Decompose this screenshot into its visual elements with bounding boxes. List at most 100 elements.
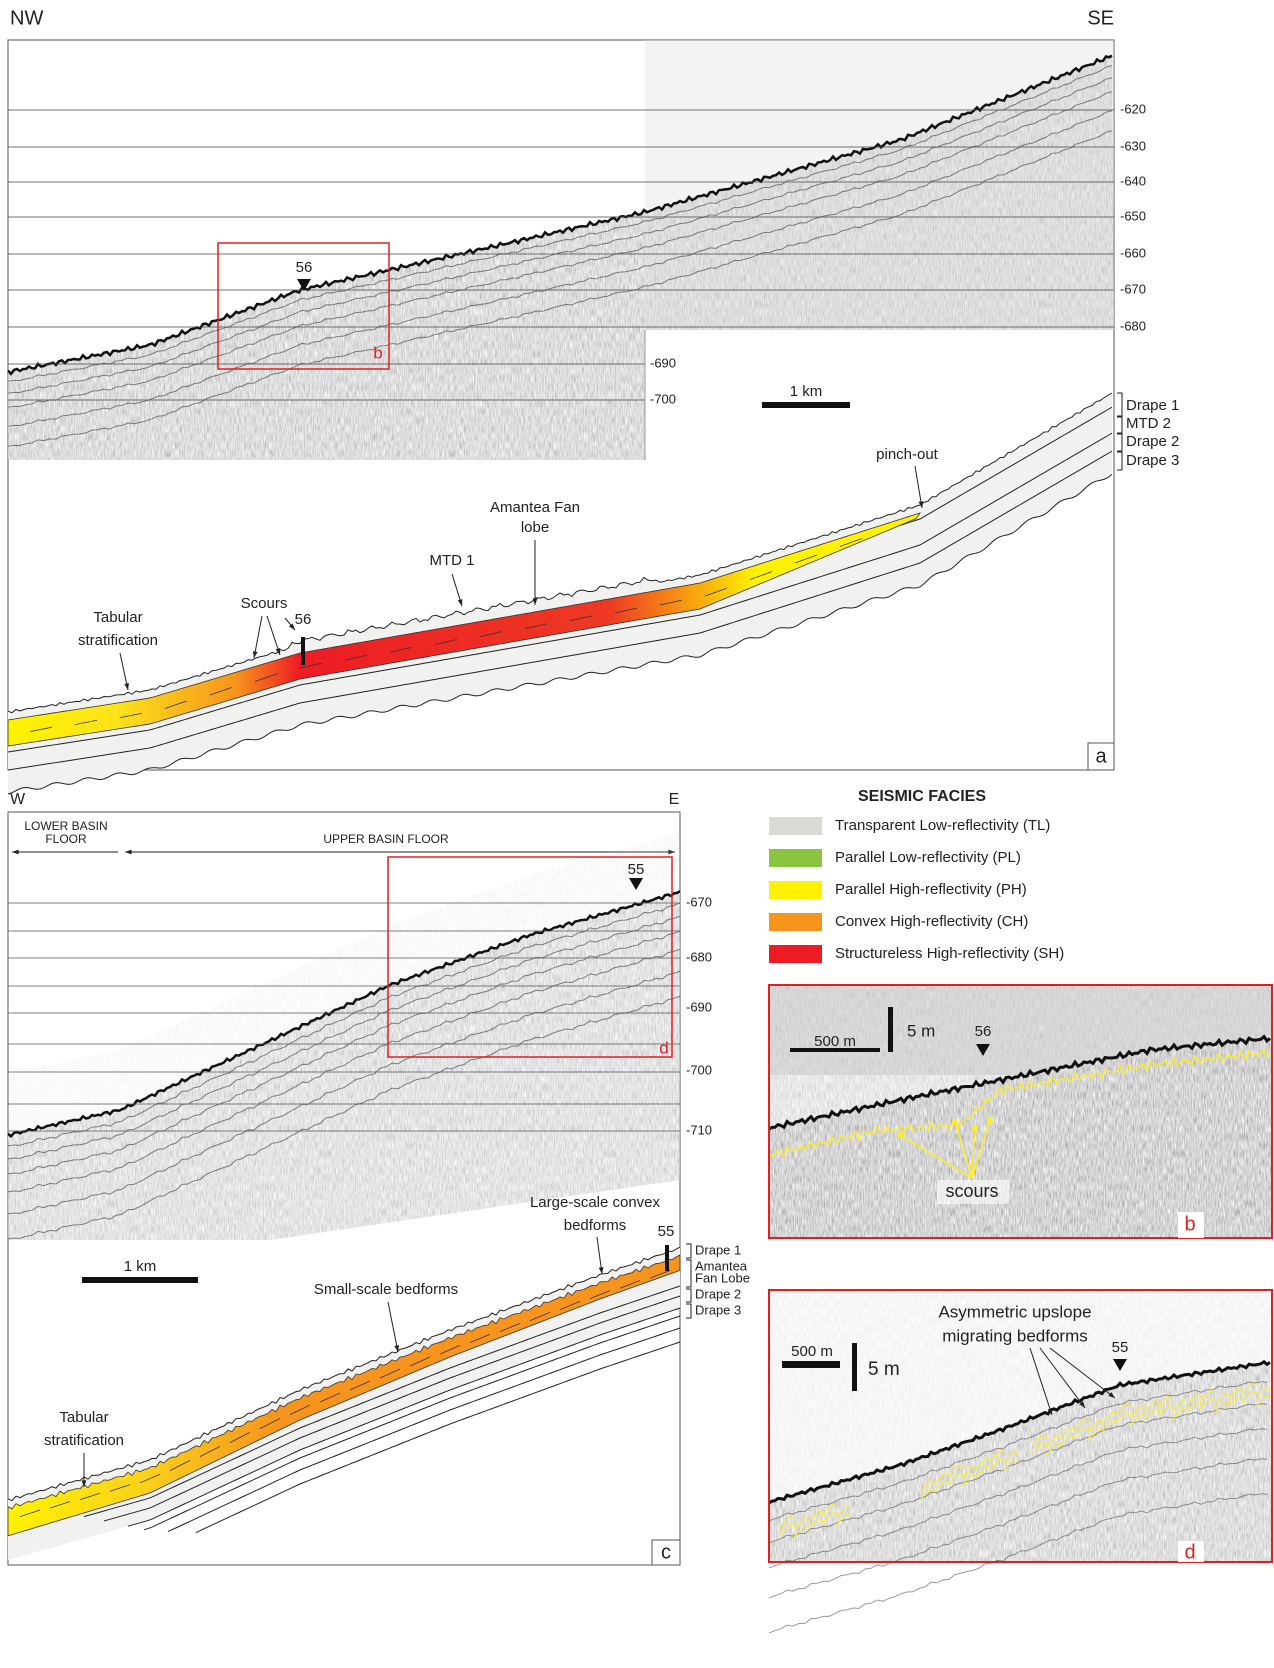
label: a — [1095, 745, 1107, 767]
legend-swatch — [769, 849, 822, 867]
arrow-tip — [987, 1117, 993, 1123]
label: Asymmetric upslope — [938, 1302, 1091, 1321]
label: FLOOR — [45, 832, 87, 846]
scale-bar-v — [852, 1343, 857, 1391]
label: E — [669, 791, 680, 808]
depth-label: -670 — [686, 894, 712, 909]
label: Tabular — [59, 1409, 108, 1426]
figure: NWSE-620-630-640-650-660-670-680-690-700… — [0, 0, 1274, 1668]
label: b — [1184, 1213, 1195, 1235]
label: d — [659, 1038, 668, 1057]
label: Tabular — [93, 609, 142, 626]
label: 56 — [975, 1023, 992, 1040]
bracket — [1117, 393, 1122, 416]
bracket — [686, 1260, 691, 1287]
scale-bar — [82, 1277, 198, 1283]
label: c — [661, 1541, 671, 1563]
faint-above — [645, 40, 1114, 330]
label: bedforms — [564, 1217, 627, 1234]
facies-body — [8, 513, 920, 746]
label: Small-scale bedforms — [314, 1281, 458, 1298]
label: d — [1184, 1541, 1195, 1563]
scale-bar — [782, 1361, 840, 1368]
bracket — [1117, 452, 1122, 470]
label: Drape 2 — [1126, 433, 1179, 450]
bracket — [686, 1304, 691, 1318]
depth-label: -680 — [1120, 318, 1146, 333]
label: 500 m — [814, 1033, 856, 1050]
label: pinch-out — [876, 446, 939, 463]
label: UPPER BASIN FLOOR — [323, 832, 449, 846]
label: Drape 1 — [1126, 397, 1179, 414]
label: scours — [945, 1181, 998, 1201]
depth-label: -690 — [650, 355, 676, 370]
bracket — [686, 1244, 691, 1258]
depth-label: -700 — [686, 1062, 712, 1077]
label: 1 km — [790, 383, 823, 400]
label: Convex High-reflectivity (CH) — [835, 913, 1028, 930]
label: MTD 1 — [430, 552, 475, 569]
label: Drape 1 — [695, 1242, 741, 1257]
bracket — [686, 1289, 691, 1302]
label: Parallel Low-reflectivity (PL) — [835, 849, 1021, 866]
arrow — [388, 1302, 398, 1352]
arrow-tip — [952, 1119, 958, 1125]
label: 5 m — [907, 1021, 935, 1040]
arrow-head — [125, 850, 132, 855]
core-bar — [665, 1245, 669, 1271]
label: Structureless High-reflectivity (SH) — [835, 945, 1064, 962]
label: b — [373, 343, 382, 362]
scale-bar — [762, 402, 850, 408]
label: LOWER BASIN — [24, 819, 107, 833]
legend-swatch — [769, 913, 822, 931]
label: 55 — [628, 861, 645, 878]
label: Transparent Low-reflectivity (TL) — [835, 817, 1050, 834]
label: Amantea Fan — [490, 499, 580, 516]
depth-label: -710 — [686, 1122, 712, 1137]
depth-label: -650 — [1120, 208, 1146, 223]
label: stratification — [44, 1432, 124, 1449]
scale-bar-v — [888, 1007, 893, 1052]
label: Fan Lobe — [695, 1270, 750, 1285]
depth-label: -700 — [650, 391, 676, 406]
label: migrating bedforms — [942, 1326, 1088, 1345]
legend-swatch — [769, 945, 822, 963]
legend-swatch — [769, 881, 822, 899]
label: 500 m — [791, 1343, 833, 1360]
label: lobe — [521, 519, 549, 536]
label: 5 m — [868, 1359, 900, 1380]
label: MTD 2 — [1126, 415, 1171, 432]
depth-label: -680 — [686, 949, 712, 964]
label: W — [10, 791, 26, 808]
label: Drape 3 — [1126, 452, 1179, 469]
depth-label: -620 — [1120, 101, 1146, 116]
label: 56 — [295, 611, 312, 628]
bracket — [1117, 417, 1122, 433]
label: 55 — [1112, 1339, 1129, 1356]
depth-label: -670 — [1120, 281, 1146, 296]
arrow-tip — [897, 1132, 903, 1138]
arrow-tip — [972, 1125, 978, 1131]
arrow-head — [253, 651, 258, 658]
horizon — [128, 1308, 680, 1526]
label: NW — [10, 7, 43, 29]
label: 55 — [658, 1223, 675, 1240]
label: Drape 3 — [695, 1302, 741, 1317]
label: stratification — [78, 632, 158, 649]
arrow-head — [12, 850, 19, 855]
core-bar — [301, 637, 305, 665]
label: Drape 2 — [695, 1286, 741, 1301]
label: Parallel High-reflectivity (PH) — [835, 881, 1027, 898]
depth-label: -630 — [1120, 138, 1146, 153]
label: SEISMIC FACIES — [858, 788, 986, 805]
label: 1 km — [124, 1258, 157, 1275]
label: Large-scale convex — [530, 1194, 661, 1211]
bracket — [1117, 434, 1122, 451]
arrow-head — [458, 599, 463, 606]
label: 56 — [296, 259, 313, 276]
depth-label: -690 — [686, 999, 712, 1014]
arrow-head — [599, 1267, 604, 1274]
depth-label: -640 — [1120, 173, 1146, 188]
label: Scours — [241, 595, 288, 612]
depth-label: -660 — [1120, 245, 1146, 260]
